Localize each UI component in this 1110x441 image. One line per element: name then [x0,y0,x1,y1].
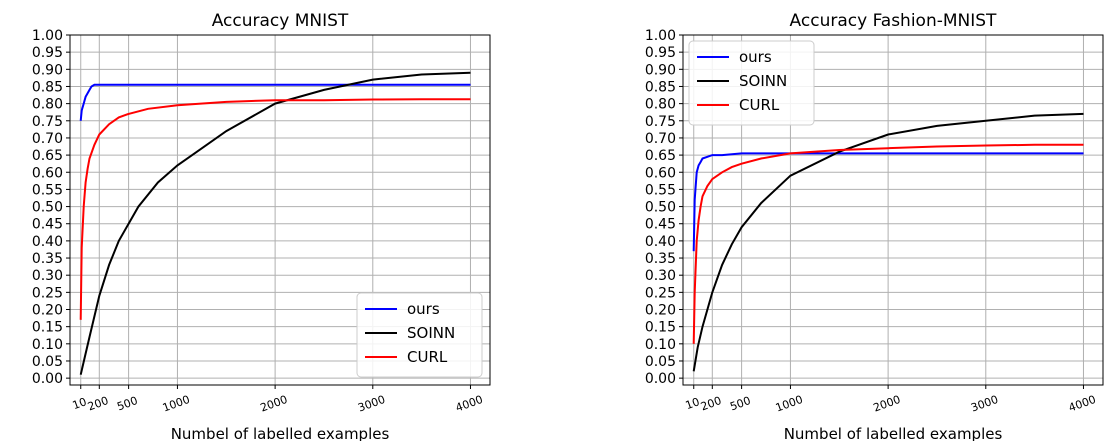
y-tick-label: 0.30 [32,268,63,284]
x-tick-label: 1000 [774,393,805,415]
legend-label-soinn: SOINN [407,324,455,342]
plot-frame [69,34,491,386]
y-tick-label: 0.40 [32,234,63,250]
x-tick-label: 200 [86,394,110,413]
y-tick-label: 0.75 [645,114,676,130]
y-tick-label: 0.95 [645,45,676,61]
series-line-ours [692,152,1084,252]
x-tick-label: 3000 [969,393,1000,415]
chart-title: Accuracy MNIST [212,11,349,31]
y-tick-label: 0.75 [32,114,63,130]
y-tick-label: 0.90 [645,62,676,78]
y-tick-label: 0.80 [645,97,676,113]
y-tick-label: 0.55 [32,182,63,198]
y-tick-label: 0.10 [645,337,676,353]
y-tick-label: 0.70 [645,131,676,147]
y-tick-label: 0.15 [32,320,63,336]
series-line-curl [692,143,1084,344]
x-tick-label: 2000 [872,393,903,415]
series-line-soinn [692,112,1084,372]
y-tick-label: 0.35 [32,251,63,267]
x-tick-label: 10 [71,395,89,412]
chart-panel-2: 0.000.050.100.150.20 0.250.300.350.400.45… [645,11,1104,441]
y-tick-label: 0.20 [32,303,63,319]
x-tick-label: 4000 [1067,393,1098,415]
legend-label-curl: CURL [739,96,780,114]
x-tick-label: 500 [115,394,139,413]
y-tick-label: 0.05 [32,354,63,370]
y-tick-label: 1.00 [645,28,676,44]
legend-label-ours: ours [407,300,440,318]
y-tick-label: 0.25 [645,285,676,301]
legend: ours SOINN CURL [356,292,483,378]
y-tick-label: 0.30 [645,268,676,284]
legend-label-soinn: SOINN [739,72,787,90]
y-tick-label: 0.00 [645,371,676,387]
y-tick-label: 0.85 [32,79,63,95]
y-tick-label: 0.25 [32,285,63,301]
y-tick-label: 0.90 [32,62,63,78]
x-tick-label: 3000 [356,393,387,415]
y-tick-label: 0.10 [32,337,63,353]
y-tick-label: 0.95 [32,45,63,61]
y-tick-label: 0.45 [645,217,676,233]
y-tick-label: 0.50 [32,200,63,216]
x-tick-label: 2000 [259,393,290,415]
y-tick-label: 0.85 [645,79,676,95]
y-tick-label: 0.65 [32,148,63,164]
y-tick-label: 0.50 [645,200,676,216]
y-tick-label: 0.65 [645,148,676,164]
legend-label-ours: ours [739,48,772,66]
x-tick-label: 500 [728,394,752,413]
x-axis-label: Numbel of labelled examples [171,425,390,441]
x-axis-label: Numbel of labelled examples [784,425,1003,441]
y-tick-label: 0.60 [645,165,676,181]
chart-panel-1: 0.000.050.100.150.20 0.250.300.350.400.45… [32,11,491,441]
x-tick-label: 1000 [161,393,192,415]
y-tick-label: 0.15 [645,320,676,336]
y-tick-label: 0.35 [645,251,676,267]
x-tick-label: 4000 [454,393,485,415]
y-tick-label: 0.55 [645,182,676,198]
x-tick-label: 10 [684,395,702,412]
series-line-soinn [79,71,471,375]
y-tick-label: 0.80 [32,97,63,113]
y-tick-label: 1.00 [32,28,63,44]
legend-label-curl: CURL [407,348,448,366]
x-tick-label: 200 [699,394,723,413]
legend: ours SOINN CURL [688,40,815,126]
y-tick-label: 0.60 [32,165,63,181]
y-tick-label: 0.40 [645,234,676,250]
y-tick-label: 0.45 [32,217,63,233]
series-line-curl [79,98,471,320]
y-tick-label: 0.05 [645,354,676,370]
y-tick-label: 0.20 [645,303,676,319]
series-line-ours [79,83,471,121]
chart-title: Accuracy Fashion-MNIST [790,11,998,31]
y-tick-label: 0.70 [32,131,63,147]
y-tick-label: 0.00 [32,371,63,387]
plot-frame [682,34,1104,386]
